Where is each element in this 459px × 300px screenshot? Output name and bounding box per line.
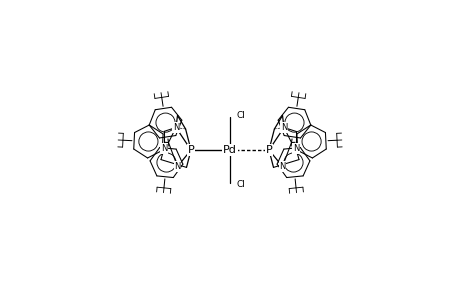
Text: N: N — [173, 123, 179, 132]
Text: P: P — [187, 145, 194, 155]
Text: Pd: Pd — [223, 145, 236, 155]
Text: Cl: Cl — [236, 180, 245, 189]
Text: P: P — [265, 145, 272, 155]
Text: N: N — [174, 162, 180, 171]
Text: N: N — [292, 144, 298, 153]
Text: Cl: Cl — [236, 111, 245, 120]
Text: N: N — [161, 144, 167, 153]
Text: N: N — [279, 162, 285, 171]
Text: N: N — [280, 123, 286, 132]
